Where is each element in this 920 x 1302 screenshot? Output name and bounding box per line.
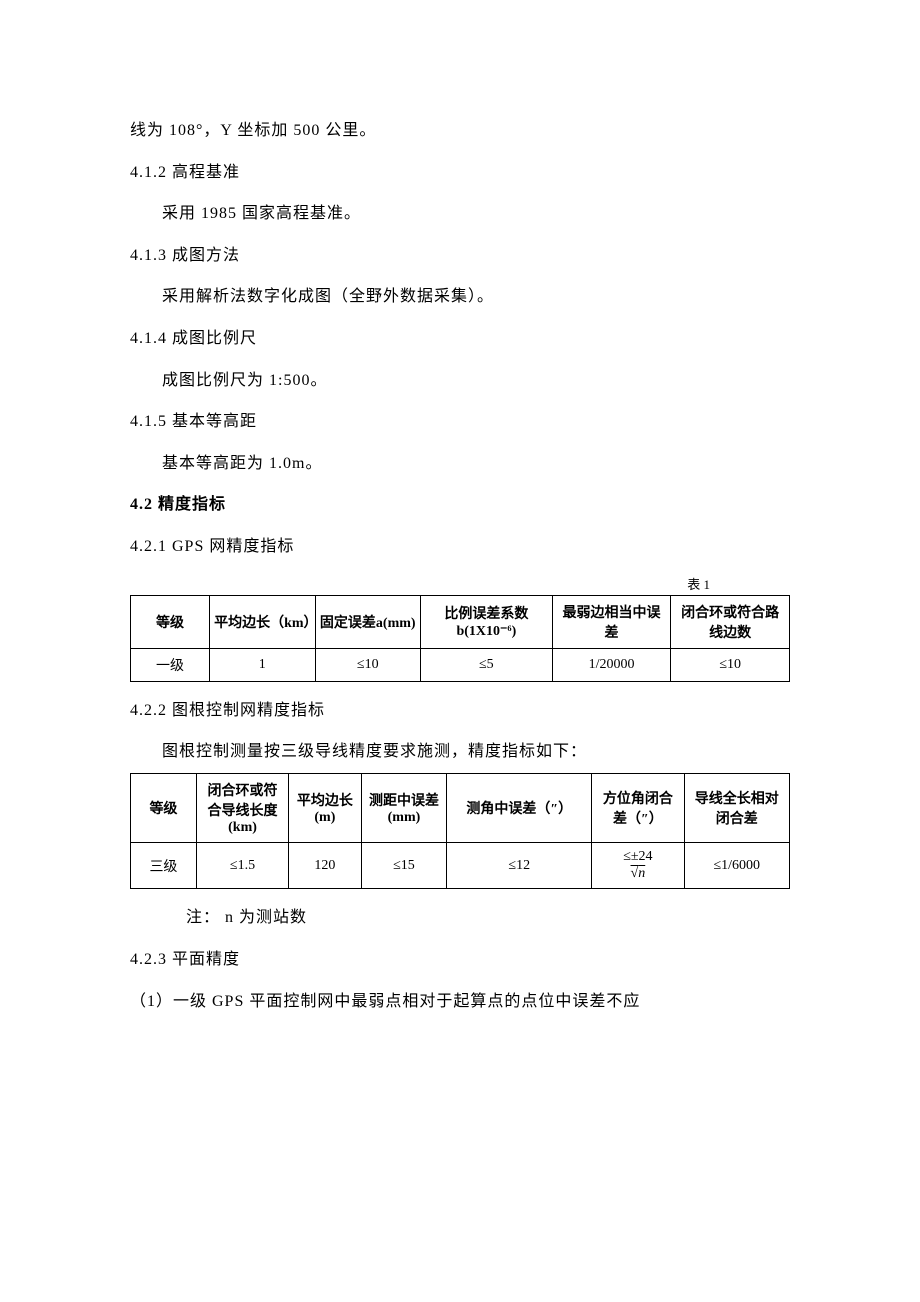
table-cell: 一级: [131, 648, 210, 681]
table-header: 方位角闭合差（″）: [592, 773, 684, 842]
table-cell-formula: ≤±24 √n: [592, 842, 684, 889]
table-header: 测角中误差（″）: [447, 773, 592, 842]
table-cell: ≤1.5: [196, 842, 288, 889]
table-header: 平均边长（km）: [210, 595, 315, 648]
formula-top: ≤±24: [596, 849, 679, 866]
table-header: 比例误差系数b(1X10⁻⁶): [420, 595, 552, 648]
para-422: 图根控制测量按三级导线精度要求施测，精度指标如下：: [130, 731, 790, 773]
table-header: 平均边长(m): [289, 773, 361, 842]
table-header: 最弱边相当中误差: [552, 595, 671, 648]
table-header: 等级: [131, 773, 197, 842]
table-root-control-precision: 等级 闭合环或符合导线长度(km) 平均边长(m) 测距中误差(mm) 测角中误…: [130, 773, 790, 890]
table-cell: 1: [210, 648, 315, 681]
table-header: 测距中误差(mm): [361, 773, 447, 842]
heading-423: 4.2.3 平面精度: [130, 939, 790, 981]
heading-42: 4.2 精度指标: [130, 484, 790, 526]
formula-sqrt: √n: [596, 866, 679, 883]
heading-412: 4.1.2 高程基准: [130, 152, 790, 194]
table-cell: ≤1/6000: [684, 842, 790, 889]
table-note: 注： n 为测站数: [130, 897, 790, 939]
para-414: 成图比例尺为 1:500。: [130, 360, 790, 402]
heading-422: 4.2.2 图根控制网精度指标: [130, 690, 790, 732]
para-423: （1）一级 GPS 平面控制网中最弱点相对于起算点的点位中误差不应: [130, 981, 790, 1023]
heading-421: 4.2.1 GPS 网精度指标: [130, 526, 790, 568]
table-header: 等级: [131, 595, 210, 648]
table-header: 闭合环或符合导线长度(km): [196, 773, 288, 842]
heading-413: 4.1.3 成图方法: [130, 235, 790, 277]
table-row: 等级 平均边长（km） 固定误差a(mm) 比例误差系数b(1X10⁻⁶) 最弱…: [131, 595, 790, 648]
table-cell: 1/20000: [552, 648, 671, 681]
table-cell: ≤12: [447, 842, 592, 889]
heading-415: 4.1.5 基本等高距: [130, 401, 790, 443]
para-413: 采用解析法数字化成图（全野外数据采集）。: [130, 276, 790, 318]
table-cell: 120: [289, 842, 361, 889]
table-header: 固定误差a(mm): [315, 595, 420, 648]
table-cell: ≤5: [420, 648, 552, 681]
table-cell: ≤10: [315, 648, 420, 681]
para-412: 采用 1985 国家高程基准。: [130, 193, 790, 235]
table-cell: ≤15: [361, 842, 447, 889]
table-row: 三级 ≤1.5 120 ≤15 ≤12 ≤±24 √n ≤1/6000: [131, 842, 790, 889]
para-415: 基本等高距为 1.0m。: [130, 443, 790, 485]
table-row: 一级 1 ≤10 ≤5 1/20000 ≤10: [131, 648, 790, 681]
table-cell: ≤10: [671, 648, 790, 681]
table-row: 等级 闭合环或符合导线长度(km) 平均边长(m) 测距中误差(mm) 测角中误…: [131, 773, 790, 842]
body-line-continued: 线为 108°，Y 坐标加 500 公里。: [130, 110, 790, 152]
table-header: 导线全长相对闭合差: [684, 773, 790, 842]
table-header: 闭合环或符合路线边数: [671, 595, 790, 648]
table-1-label: 表 1: [130, 574, 790, 593]
heading-414: 4.1.4 成图比例尺: [130, 318, 790, 360]
table-gps-precision: 等级 平均边长（km） 固定误差a(mm) 比例误差系数b(1X10⁻⁶) 最弱…: [130, 595, 790, 682]
table-cell: 三级: [131, 842, 197, 889]
